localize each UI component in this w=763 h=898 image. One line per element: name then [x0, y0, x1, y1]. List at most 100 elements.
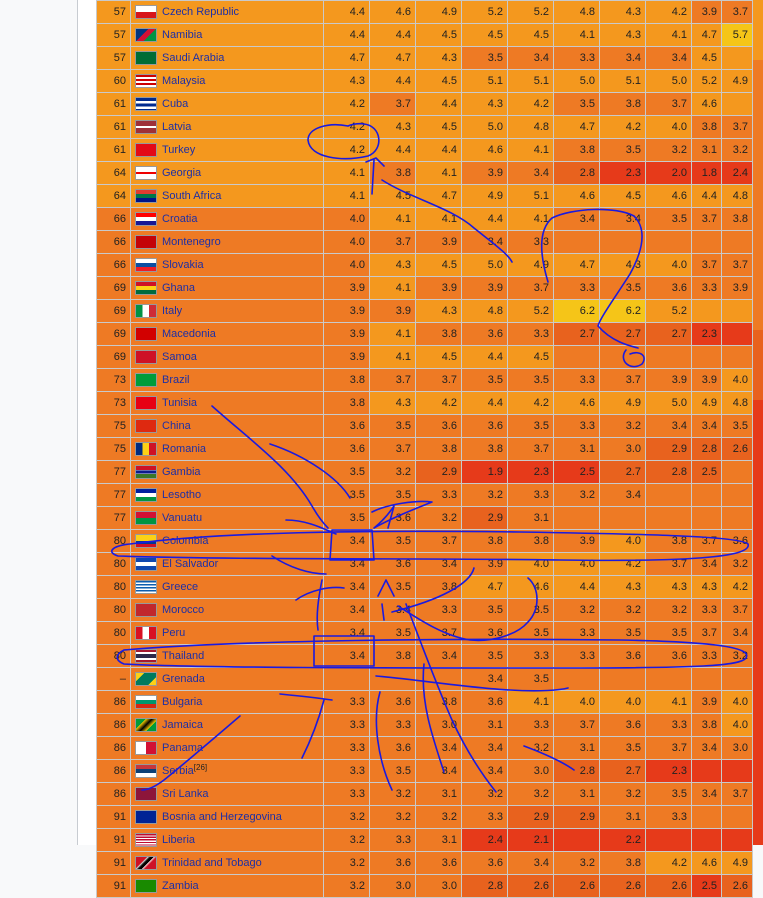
country-link[interactable]: Macedonia — [162, 327, 216, 340]
score-cell: 3.4 — [461, 230, 508, 254]
score-cell: 4.1 — [415, 161, 462, 185]
score-cell: 3.9 — [461, 161, 508, 185]
table-row: 66 Slovakia 4.0 4.3 4.5 5.0 4.9 4.7 4.3 4.0 3.7 3.7 — [96, 253, 753, 277]
citation-link[interactable]: [26] — [193, 763, 208, 772]
flag-bosnia-and-herzegovina-icon — [135, 810, 157, 824]
country-link[interactable]: Malaysia — [162, 74, 206, 87]
score-cell — [645, 667, 692, 691]
country-link[interactable]: Turkey — [162, 143, 196, 156]
country-link[interactable]: Croatia — [162, 212, 198, 225]
score-cell: 4.5 — [461, 23, 508, 47]
score-cell: 4.6 — [507, 575, 554, 599]
country-link[interactable]: Greece — [162, 580, 199, 593]
table-row: 66 Montenegro 4.0 3.7 3.9 3.4 3.3 — [96, 230, 753, 254]
score-cell: 5.1 — [599, 69, 646, 93]
country-link[interactable]: Ghana — [162, 281, 196, 294]
score-cell: 3.7 — [721, 782, 753, 806]
score-cell: 3.3 — [553, 46, 600, 70]
country-link[interactable]: Panama — [162, 741, 203, 754]
country-link[interactable]: Montenegro — [162, 235, 221, 248]
country-link[interactable]: Vanuatu — [162, 511, 203, 524]
country-link[interactable]: Saudi Arabia — [162, 51, 225, 64]
country-link[interactable]: Slovakia — [162, 258, 204, 271]
country-link[interactable]: Liberia — [162, 833, 196, 846]
score-cell: 3.6 — [415, 414, 462, 438]
country-link[interactable]: Italy — [162, 304, 183, 317]
country-link[interactable]: Lesotho — [162, 488, 202, 501]
score-cell: 3.7 — [415, 368, 462, 392]
score-cell: 3.2 — [415, 506, 462, 530]
score-cell: 1.8 — [691, 161, 722, 185]
country-link[interactable]: Grenada — [162, 672, 205, 685]
country-link[interactable]: Peru — [162, 626, 186, 639]
score-cell: 3.2 — [645, 598, 692, 622]
country-link[interactable]: Zambia — [162, 879, 199, 892]
score-cell: 3.7 — [721, 115, 753, 139]
score-cell: 3.5 — [369, 575, 416, 599]
score-cell: 3.5 — [599, 736, 646, 760]
score-cell: 3.4 — [415, 552, 462, 576]
score-cell: 3.5 — [507, 621, 554, 645]
country-link[interactable]: Cuba — [162, 97, 189, 110]
country-link[interactable]: Tunisia — [162, 396, 198, 409]
score-cell: 4.7 — [415, 184, 462, 208]
score-cell: 3.4 — [323, 621, 370, 645]
country-link[interactable]: Bosnia and Herzegovina — [162, 810, 282, 823]
country-link[interactable]: China — [162, 419, 191, 432]
country-link[interactable]: Serbia — [162, 764, 194, 777]
country-cell: Malaysia — [130, 69, 324, 93]
score-cell: 2.2 — [599, 828, 646, 852]
score-cell: 3.3 — [553, 621, 600, 645]
flag-morocco-icon — [135, 603, 157, 617]
country-link[interactable]: Brazil — [162, 373, 190, 386]
score-cell: 3.3 — [323, 759, 370, 783]
score-cell: 3.3 — [415, 483, 462, 507]
score-cell: 2.9 — [645, 437, 692, 461]
score-cell: 3.8 — [415, 575, 462, 599]
country-link[interactable]: South Africa — [162, 189, 222, 202]
table-row: 64 South Africa 4.1 4.5 4.7 4.9 5.1 4.6 4.5 4.6 4.… — [96, 184, 753, 208]
score-cell: 3.4 — [461, 667, 508, 691]
country-cell: Sri Lanka — [130, 782, 324, 806]
country-link[interactable]: Gambia — [162, 465, 201, 478]
score-cell: 3.9 — [461, 552, 508, 576]
country-link[interactable]: Morocco — [162, 603, 205, 616]
score-cell: 3.7 — [553, 713, 600, 737]
score-cell: 2.8 — [691, 437, 722, 461]
country-link[interactable]: El Salvador — [162, 557, 219, 570]
score-cell: 4.5 — [415, 115, 462, 139]
score-cell: 3.0 — [415, 874, 462, 898]
table-row: 91 Bosnia and Herzegovina 3.2 3.2 3.2 3.3 2.9 2… — [96, 805, 753, 829]
country-link[interactable]: Bulgaria — [162, 695, 203, 708]
country-link[interactable]: Trinidad and Tobago — [162, 856, 262, 869]
country-link[interactable]: Czech Republic — [162, 5, 240, 18]
country-link[interactable]: Jamaica — [162, 718, 203, 731]
country-link[interactable]: Namibia — [162, 28, 203, 41]
country-link[interactable]: Samoa — [162, 350, 197, 363]
score-cell: 3.8 — [369, 161, 416, 185]
country-cell: Thailand — [130, 644, 324, 668]
score-cell: 3.9 — [461, 276, 508, 300]
score-cell: 3.4 — [599, 483, 646, 507]
score-cell: 4.0 — [553, 552, 600, 576]
score-cell: 3.9 — [323, 299, 370, 323]
score-cell — [721, 805, 753, 829]
score-cell — [721, 506, 753, 530]
score-cell: 3.5 — [323, 506, 370, 530]
score-cell: 4.5 — [691, 46, 722, 70]
table-row: 61 Latvia 4.2 4.3 4.5 5.0 4.8 4.7 4.2 4.0 3.8 3.7 — [96, 115, 753, 139]
rank-cell: 86 — [96, 713, 131, 737]
country-link[interactable]: Georgia — [162, 166, 202, 179]
country-link[interactable]: Romania — [162, 442, 207, 455]
country-link[interactable]: Colombia — [162, 534, 209, 547]
score-cell: 2.6 — [721, 437, 753, 461]
country-cell: Montenegro — [130, 230, 324, 254]
rank-cell: 91 — [96, 874, 131, 898]
country-link[interactable]: Sri Lanka — [162, 787, 209, 800]
rank-cell: 91 — [96, 805, 131, 829]
flag-romania-icon — [135, 442, 157, 456]
country-link[interactable]: Latvia — [162, 120, 192, 133]
score-cell: 4.6 — [553, 184, 600, 208]
score-cell: 4.0 — [507, 552, 554, 576]
country-link[interactable]: Thailand — [162, 649, 205, 662]
